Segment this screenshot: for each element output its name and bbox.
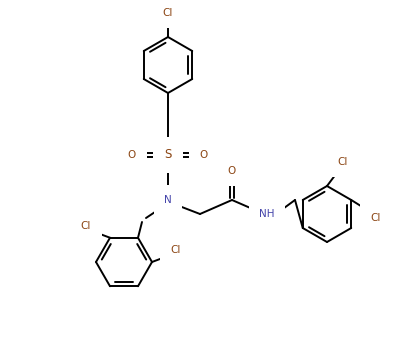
Text: Cl: Cl <box>370 213 380 223</box>
Text: O: O <box>128 150 136 160</box>
Text: S: S <box>164 148 172 161</box>
Text: Cl: Cl <box>171 245 181 255</box>
Text: Cl: Cl <box>338 157 348 167</box>
Text: O: O <box>200 150 208 160</box>
Text: O: O <box>228 166 236 176</box>
Text: Cl: Cl <box>81 221 91 231</box>
Text: Cl: Cl <box>163 8 173 18</box>
Text: N: N <box>164 195 172 205</box>
Text: NH: NH <box>259 209 275 219</box>
